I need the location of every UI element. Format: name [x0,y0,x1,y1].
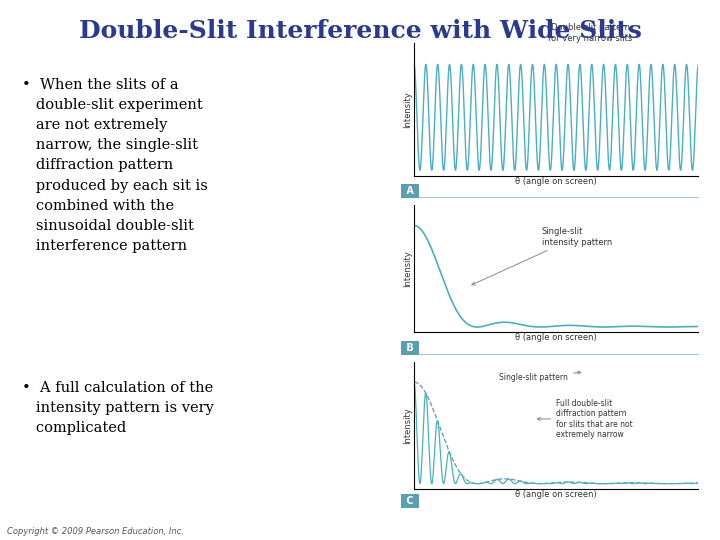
Text: B: B [403,342,418,353]
Text: Copyright © 2009 Pearson Education, Inc.: Copyright © 2009 Pearson Education, Inc. [7,526,184,536]
Text: •  When the slits of a
   double-slit experiment
   are not extremely
   narrow,: • When the slits of a double-slit experi… [22,78,207,253]
Text: Single-slit pattern: Single-slit pattern [499,371,581,382]
Text: C: C [403,496,417,506]
Text: Full double-slit
diffraction pattern
for slits that are not
extremely narrow: Full double-slit diffraction pattern for… [537,399,633,439]
X-axis label: θ (angle on screen): θ (angle on screen) [516,177,597,186]
Text: Double-Slit Interference with Wide Slits: Double-Slit Interference with Wide Slits [78,19,642,43]
Text: Double-slit pattern
for very narrow slits: Double-slit pattern for very narrow slit… [548,23,632,43]
Text: •  A full calculation of the
   intensity pattern is very
   complicated: • A full calculation of the intensity pa… [22,381,213,435]
Text: A: A [403,186,418,196]
X-axis label: θ (angle on screen): θ (angle on screen) [516,490,597,499]
Text: Single-slit
intensity pattern: Single-slit intensity pattern [472,227,612,285]
X-axis label: θ (angle on screen): θ (angle on screen) [516,334,597,342]
Y-axis label: Intensity: Intensity [404,91,413,128]
Y-axis label: Intensity: Intensity [404,407,413,444]
Y-axis label: Intensity: Intensity [404,250,413,287]
